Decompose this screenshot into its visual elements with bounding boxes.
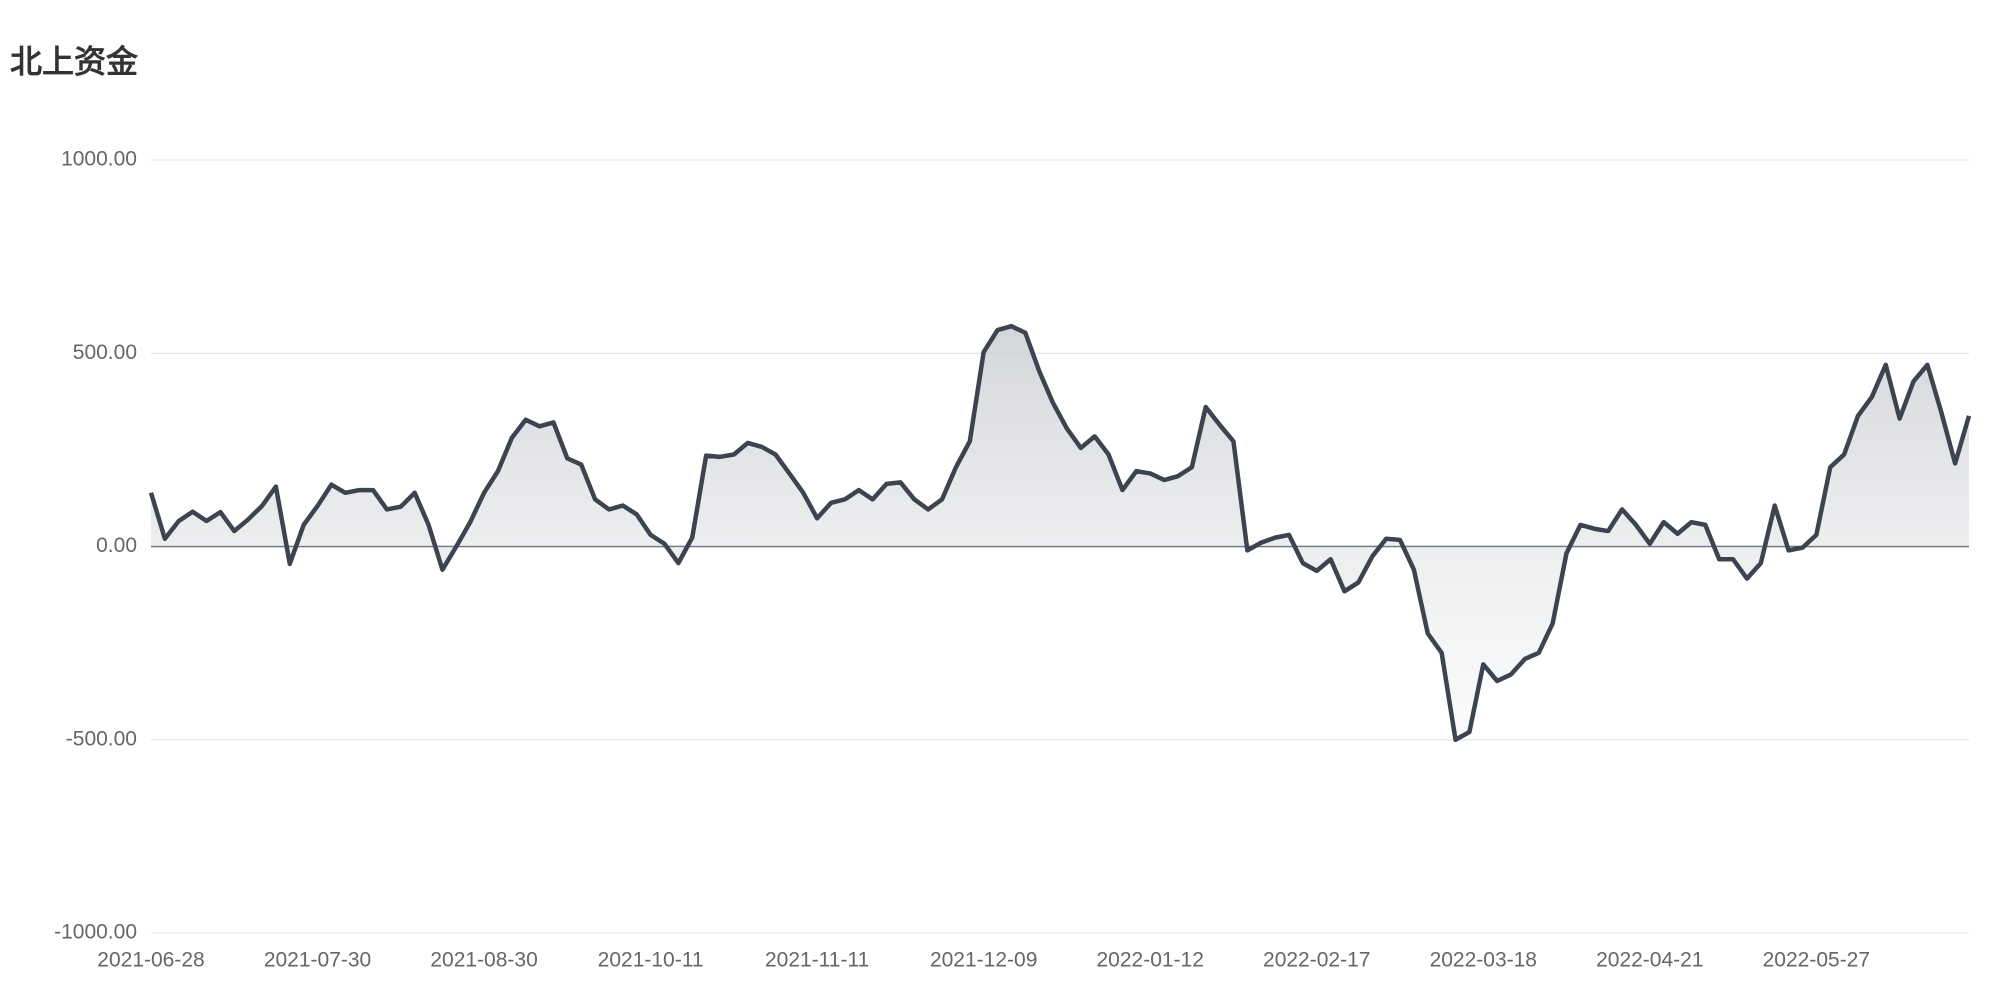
- x-tick-label: 2022-03-18: [1430, 949, 1537, 972]
- x-tick-label: 2021-12-09: [930, 949, 1037, 972]
- y-tick-label: -1000.00: [54, 921, 137, 944]
- chart-title: 北上资金: [10, 43, 139, 79]
- x-tick-label: 2021-10-11: [598, 949, 704, 972]
- x-tick-label: 2022-04-21: [1596, 949, 1703, 972]
- y-tick-label: 500.00: [73, 341, 137, 364]
- line: [148, 323, 1972, 742]
- area: [151, 326, 1969, 740]
- x-tick-label: 2021-11-11: [765, 949, 869, 972]
- y-tick-label: -500.00: [66, 727, 137, 750]
- y-tick-label: 0.00: [96, 534, 137, 557]
- x-tick-label: 2021-06-28: [97, 949, 204, 972]
- x-tick-label: 2021-07-30: [264, 949, 371, 972]
- y-tick-label: 1000.00: [61, 148, 137, 171]
- x-tick-label: 2022-05-27: [1763, 949, 1870, 972]
- x-tick-label: 2022-02-17: [1263, 949, 1370, 972]
- x-tick-label: 2021-08-30: [430, 949, 537, 972]
- x-tick-label: 2022-01-12: [1096, 949, 1203, 972]
